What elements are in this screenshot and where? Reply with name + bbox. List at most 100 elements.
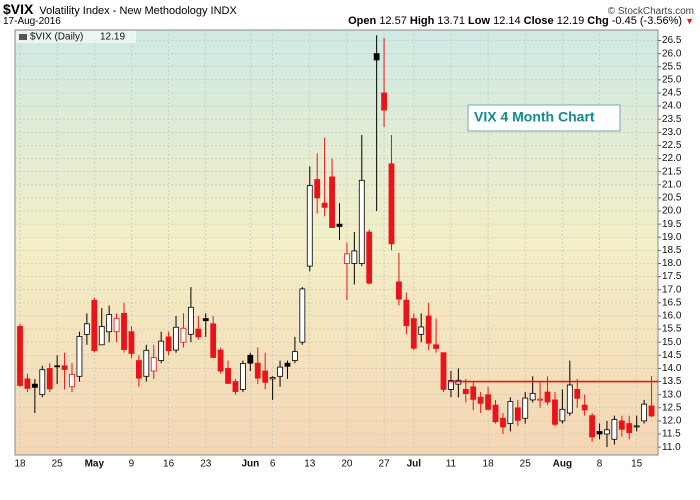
legend-name: $VIX (Daily) <box>30 32 83 43</box>
candle-body <box>529 392 536 401</box>
candle-body <box>418 326 425 335</box>
candle-body <box>552 399 558 425</box>
x-tick-label: Jul <box>407 459 422 470</box>
y-tick-label: 25.5 <box>662 61 682 72</box>
x-tick-label: 9 <box>129 459 135 470</box>
candle-body <box>150 357 157 372</box>
x-tick-label: 6 <box>270 459 276 470</box>
candle-body <box>581 404 588 411</box>
candle-body <box>633 425 640 428</box>
quote-label: Chg <box>587 15 609 27</box>
candle-body <box>485 394 491 410</box>
x-tick-label: 18 <box>14 459 26 470</box>
candle-body <box>351 250 358 264</box>
candle-body <box>91 299 98 351</box>
y-tick-label: 13.5 <box>662 376 682 387</box>
quote-label: High <box>409 15 435 27</box>
y-tick-label: 14.0 <box>662 363 682 374</box>
candle-body <box>98 326 105 346</box>
y-tick-label: 22.0 <box>662 153 682 164</box>
y-tick-label: 16.0 <box>662 311 682 322</box>
y-tick-label: 17.5 <box>662 271 682 282</box>
candle-body <box>76 336 83 377</box>
candle-body <box>626 423 633 434</box>
candle-body <box>589 415 596 438</box>
x-tick-label: 20 <box>341 459 353 470</box>
symbol: $VIX <box>3 1 34 17</box>
quote-label: Open <box>348 15 377 27</box>
y-tick-label: 20.0 <box>662 206 682 217</box>
candle-body <box>225 368 231 384</box>
candle-body <box>135 360 142 379</box>
candle-body <box>537 398 543 401</box>
quote-row: 17-Aug-2016 Open 12.57 High 13.71 Low 12… <box>3 15 694 27</box>
x-tick-label: 13 <box>304 459 316 470</box>
y-tick-label: 14.5 <box>662 350 682 361</box>
candle-body <box>299 288 306 343</box>
header-row: $VIX Volatility Index - New Methodology … <box>3 1 694 17</box>
candle-body <box>373 53 380 61</box>
y-tick-label: 16.5 <box>662 297 682 308</box>
candle-body <box>31 383 38 388</box>
y-tick-label: 18.0 <box>662 258 682 269</box>
y-tick-label: 26.5 <box>662 35 682 46</box>
y-tick-label: 19.0 <box>662 232 682 243</box>
candle-body <box>321 202 328 208</box>
quote-value: 13.71 <box>437 15 465 27</box>
candle-body <box>344 253 350 264</box>
candle-body <box>292 351 298 361</box>
candle-body <box>187 306 194 335</box>
y-tick-label: 15.5 <box>662 324 682 335</box>
annotation: VIX 4 Month Chart <box>474 109 595 125</box>
candle-body <box>217 349 224 372</box>
y-tick-label: 23.0 <box>662 127 682 138</box>
x-tick-label: 16 <box>163 459 175 470</box>
candle-body <box>210 323 217 358</box>
y-tick-label: 25.0 <box>662 74 682 85</box>
y-tick-label: 13.0 <box>662 389 682 400</box>
candle-body <box>262 370 269 383</box>
candle-body <box>462 389 469 395</box>
candle-body <box>477 396 484 404</box>
candle-body <box>522 397 529 419</box>
candle-body <box>314 179 321 199</box>
x-tick-label: Jun <box>241 459 259 470</box>
y-tick-label: 12.0 <box>662 416 682 427</box>
candle-body <box>329 176 335 228</box>
annotation-box <box>467 104 621 132</box>
candle-body <box>425 315 432 344</box>
candle-body <box>254 362 261 379</box>
candle-body <box>470 386 477 400</box>
candle-body <box>403 299 410 327</box>
legend-box <box>16 31 136 43</box>
candle-body <box>121 312 127 350</box>
candle-body <box>492 404 499 423</box>
y-tick-label: 15.0 <box>662 337 682 348</box>
x-tick-label: 15 <box>631 459 643 470</box>
y-tick-label: 24.5 <box>662 88 682 99</box>
y-tick-label: 23.5 <box>662 114 682 125</box>
x-tick-label: 27 <box>379 459 391 470</box>
y-tick-label: 11.5 <box>662 429 681 440</box>
candle-body <box>648 405 655 417</box>
candle-body <box>611 419 618 440</box>
candle-body <box>83 323 90 335</box>
x-tick-label: 11 <box>446 459 457 470</box>
quote-value: 12.14 <box>493 15 521 27</box>
source: © StockCharts.com <box>607 6 694 17</box>
candle-body <box>269 377 276 380</box>
candle-body <box>500 417 506 428</box>
candle-body <box>306 185 313 267</box>
candle-body <box>388 163 395 245</box>
candle-body <box>448 380 454 390</box>
quote-label: Close <box>523 15 554 27</box>
change-pct: (-3.56%) <box>639 15 683 27</box>
candle-body <box>440 352 447 390</box>
candle-body <box>158 340 165 361</box>
x-tick-label: Aug <box>553 459 572 470</box>
quote-value: 12.19 <box>556 15 585 27</box>
candle-body <box>366 231 373 284</box>
y-tick-label: 20.5 <box>662 193 682 204</box>
quote-label: Low <box>468 15 491 27</box>
candle-body <box>54 365 61 368</box>
